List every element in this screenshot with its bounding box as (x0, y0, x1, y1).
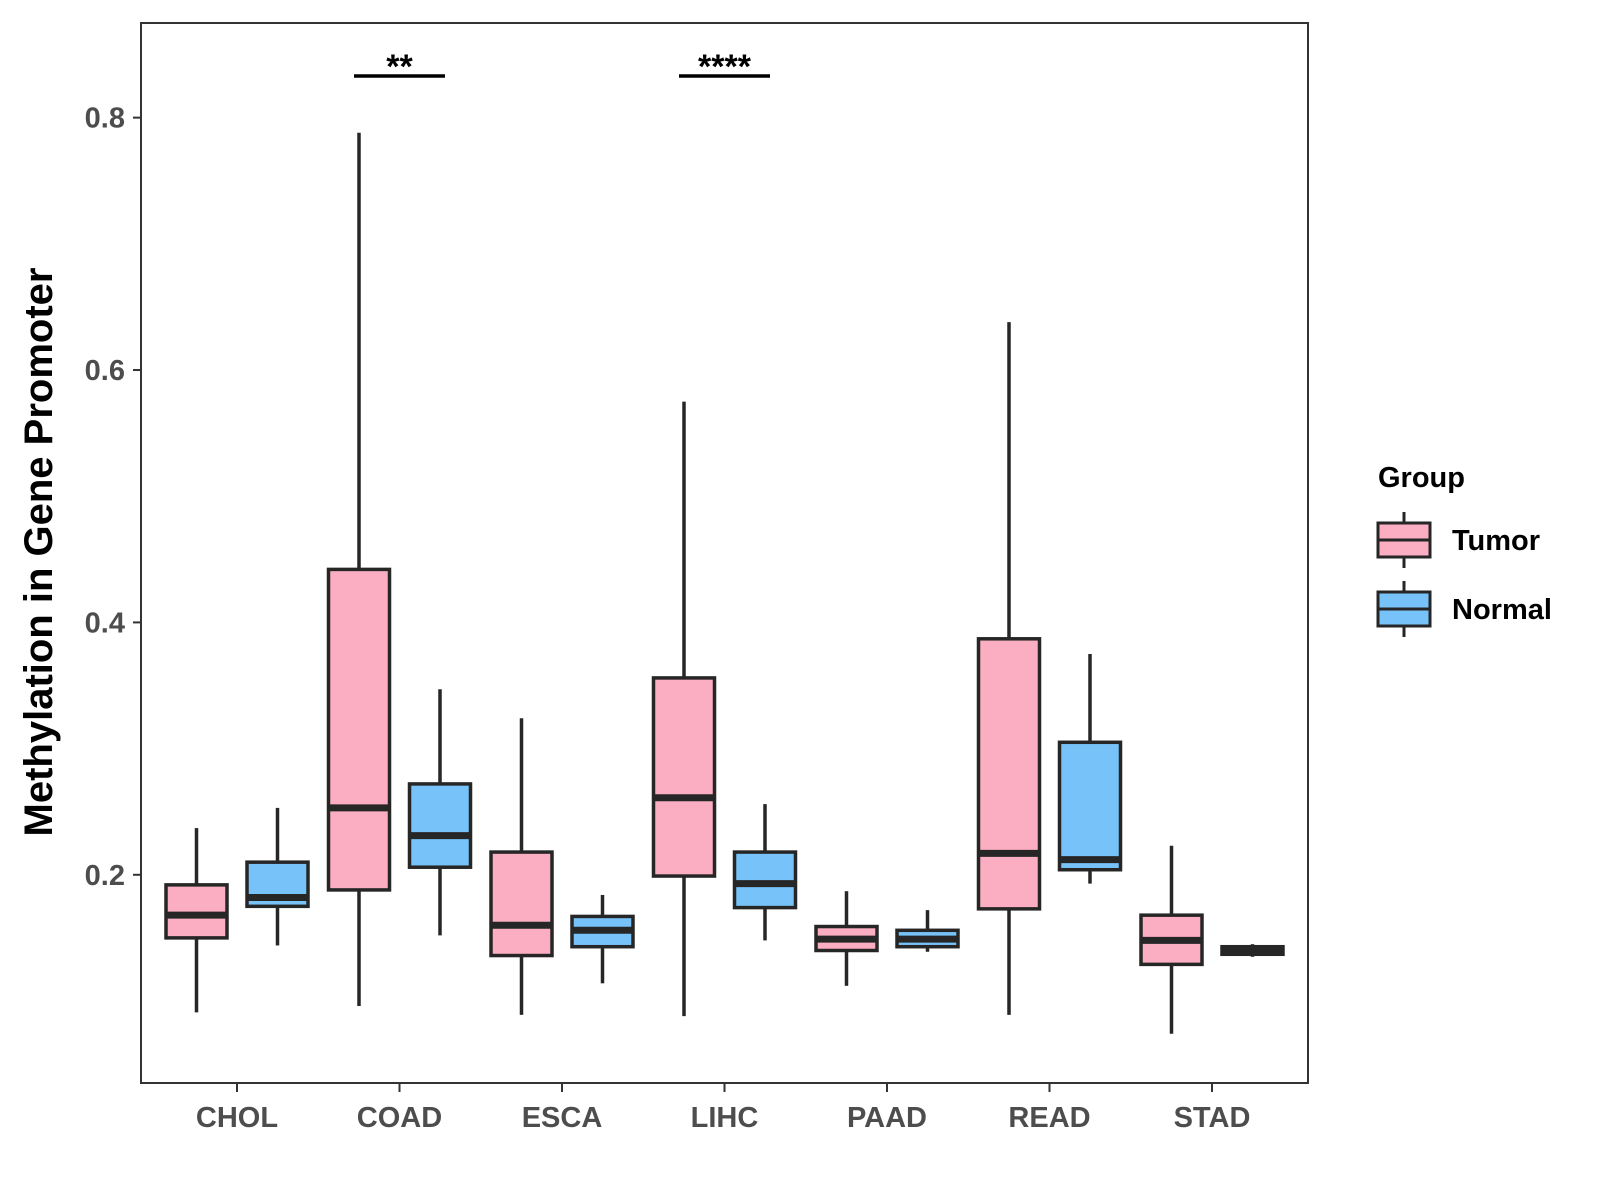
legend-label-normal: Normal (1452, 594, 1552, 626)
box-body (407, 782, 473, 869)
x-tick-label: COAD (357, 1102, 442, 1134)
box-body (732, 850, 798, 910)
box-tumor-chol (164, 828, 229, 1013)
box-body (164, 883, 229, 940)
x-tick-label: LIHC (691, 1102, 759, 1134)
box-normal-lihc (732, 804, 798, 941)
legend-label-tumor: Tumor (1452, 525, 1540, 557)
box-normal-paad (895, 910, 960, 952)
box-tumor-paad (814, 891, 879, 986)
axes: 0.2 0.4 0.6 0.8 CHOL COAD ESCA LIHC PAAD READ STAD (85, 22, 1309, 1134)
box-body (976, 637, 1042, 911)
box-body (1057, 740, 1123, 872)
legend-title: Group (1378, 462, 1465, 494)
y-tick-label: 0.6 (85, 355, 125, 387)
x-tick-label: STAD (1174, 1102, 1251, 1134)
box-tumor-coad (326, 132, 392, 1007)
box-normal-coad (407, 689, 473, 936)
box-tumor-read (976, 322, 1042, 1015)
box-normal-read (1057, 653, 1123, 884)
y-tick-label: 0.2 (85, 860, 125, 892)
x-tick-label: PAAD (847, 1102, 927, 1134)
significance-label: **** (698, 48, 752, 86)
y-tick-label: 0.4 (85, 607, 125, 639)
box-body (489, 850, 554, 958)
box-tumor-esca (489, 718, 554, 1015)
legend: Group Tumor Normal (1376, 462, 1552, 637)
box-normal-chol (245, 807, 310, 946)
x-tick-label: READ (1008, 1102, 1090, 1134)
y-tick-label: 0.8 (85, 103, 125, 135)
y-axis-title: Methylation in Gene Promoter (17, 268, 61, 837)
x-tick-label: ESCA (522, 1102, 603, 1134)
x-tick-label: CHOL (196, 1102, 278, 1134)
box-tumor-stad (1139, 845, 1204, 1034)
plot-area: ** **** (164, 48, 1285, 1034)
box-body (326, 567, 392, 892)
significance-label: ** (386, 48, 413, 86)
box-normal-esca (570, 894, 635, 984)
box-normal-stad (1220, 944, 1285, 957)
box-body (651, 676, 717, 878)
box-tumor-lihc (651, 401, 717, 1017)
